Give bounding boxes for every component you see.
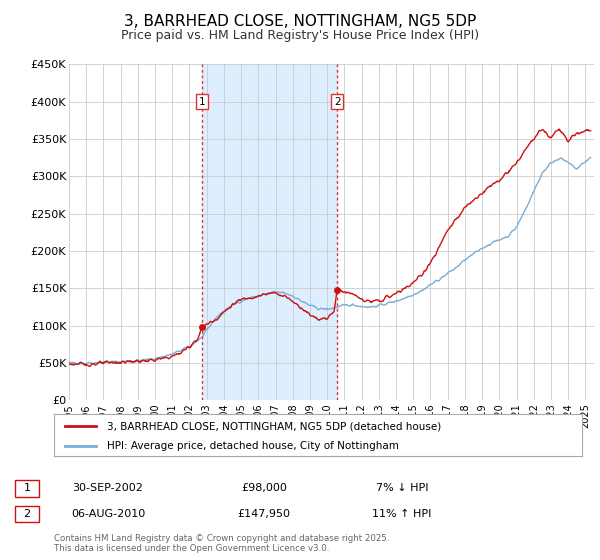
Text: 06-AUG-2010: 06-AUG-2010: [71, 509, 145, 519]
Text: 3, BARRHEAD CLOSE, NOTTINGHAM, NG5 5DP (detached house): 3, BARRHEAD CLOSE, NOTTINGHAM, NG5 5DP (…: [107, 421, 441, 431]
Text: HPI: Average price, detached house, City of Nottingham: HPI: Average price, detached house, City…: [107, 441, 398, 451]
Text: 2: 2: [23, 509, 31, 519]
Text: Contains HM Land Registry data © Crown copyright and database right 2025.
This d: Contains HM Land Registry data © Crown c…: [54, 534, 389, 553]
Text: 3, BARRHEAD CLOSE, NOTTINGHAM, NG5 5DP: 3, BARRHEAD CLOSE, NOTTINGHAM, NG5 5DP: [124, 14, 476, 29]
Text: 7% ↓ HPI: 7% ↓ HPI: [376, 483, 428, 493]
Bar: [202, 64, 337, 400]
Text: 2: 2: [334, 97, 340, 107]
Text: £147,950: £147,950: [238, 509, 290, 519]
Text: £98,000: £98,000: [241, 483, 287, 493]
Text: 11% ↑ HPI: 11% ↑ HPI: [373, 509, 431, 519]
Text: 1: 1: [199, 97, 206, 107]
Text: 30-SEP-2002: 30-SEP-2002: [73, 483, 143, 493]
Text: 1: 1: [23, 483, 31, 493]
Text: Price paid vs. HM Land Registry's House Price Index (HPI): Price paid vs. HM Land Registry's House …: [121, 29, 479, 42]
